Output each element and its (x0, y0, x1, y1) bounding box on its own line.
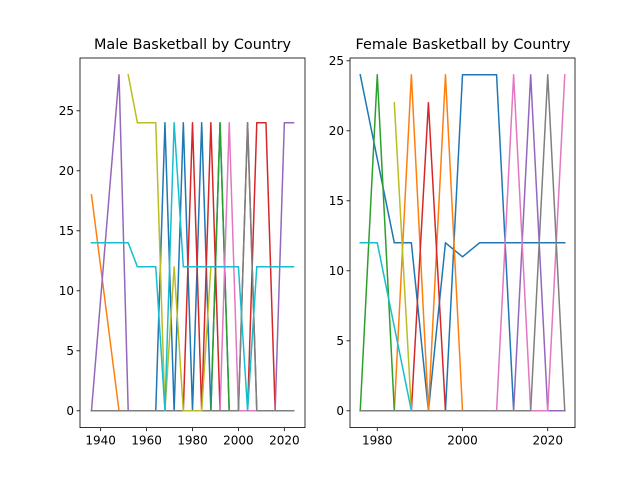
series-layer (90, 73, 295, 412)
y-tick-label: 5 (336, 334, 344, 348)
y-tick-label: 25 (59, 104, 74, 118)
plot-frame (349, 57, 576, 429)
x-tick-label: 2020 (269, 434, 300, 448)
x-tick-label: 2020 (532, 434, 563, 448)
y-tick-label: 5 (66, 344, 74, 358)
series-line-9 (393, 102, 413, 412)
y-tick-label: 0 (336, 404, 344, 418)
series-line-10 (90, 122, 295, 412)
chart-title: Female Basketball by Country (355, 37, 571, 53)
series-line-9 (127, 73, 212, 412)
series-line-8 (359, 74, 566, 412)
x-tick-label: 1980 (362, 434, 393, 448)
series-layer (359, 73, 566, 412)
series-line-1 (359, 73, 566, 412)
y-tick-label: 15 (59, 224, 74, 238)
chart-male-basketball: Male Basketball by Country 1940 1960 1980 2… (59, 37, 306, 448)
y-tick-label: 20 (329, 124, 344, 138)
y-tick-label: 10 (329, 264, 344, 278)
x-axis-ticks: 1940 1960 1980 2000 2020 (85, 427, 300, 448)
y-tick-label: 10 (59, 284, 74, 298)
y-tick-label: 15 (329, 194, 344, 208)
y-axis-ticks: 0 5 10 15 20 25 (59, 104, 80, 418)
y-tick-label: 25 (329, 54, 344, 68)
x-tick-label: 1960 (131, 434, 162, 448)
x-axis-ticks: 1980 2000 2020 (362, 427, 563, 448)
chart-female-basketball: Female Basketball by Country 1980 2000 202… (329, 37, 576, 448)
y-tick-label: 20 (59, 164, 74, 178)
x-tick-label: 1980 (177, 434, 208, 448)
x-tick-label: 2000 (447, 434, 478, 448)
x-tick-label: 2000 (223, 434, 254, 448)
y-tick-label: 0 (66, 404, 74, 418)
chart-title: Male Basketball by Country (94, 37, 292, 53)
x-tick-label: 1940 (85, 434, 116, 448)
y-axis-ticks: 0 5 10 15 20 25 (329, 54, 350, 418)
plot-frame (79, 57, 306, 429)
series-line-10 (359, 242, 413, 412)
